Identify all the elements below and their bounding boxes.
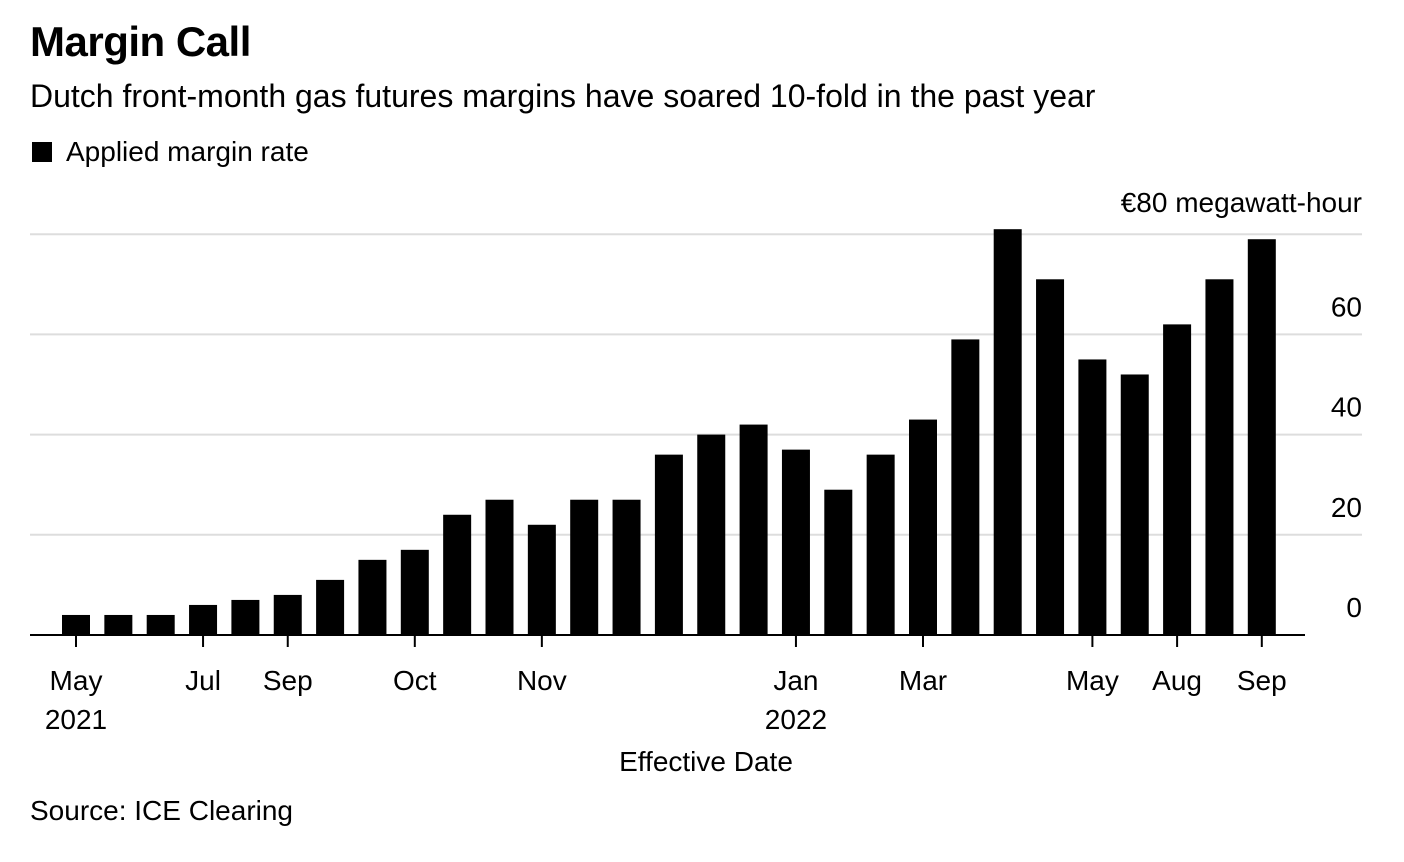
bar <box>570 499 599 635</box>
x-axis-title: Effective Date <box>619 746 793 777</box>
bar <box>781 449 810 635</box>
source-note: Source: ICE Clearing <box>30 795 294 826</box>
bar <box>1247 239 1276 635</box>
bar <box>612 499 641 635</box>
bar <box>231 599 260 635</box>
bar <box>866 454 895 635</box>
bar <box>316 579 345 635</box>
x-tick-label: Nov <box>517 665 567 696</box>
bar <box>1078 359 1107 635</box>
x-tick-year-label: 2021 <box>45 704 107 735</box>
y-tick-label: 0 <box>1346 592 1362 623</box>
x-tick-label: Sep <box>1237 665 1287 696</box>
chart-title: Margin Call <box>30 18 251 65</box>
legend-label: Applied margin rate <box>66 136 309 167</box>
bar <box>358 559 387 635</box>
x-tick-year-label: 2022 <box>765 704 827 735</box>
x-tick-label: Jul <box>185 665 221 696</box>
bar <box>189 604 218 635</box>
bar <box>739 424 768 635</box>
bar <box>654 454 683 635</box>
x-tick-label: Sep <box>263 665 313 696</box>
bar <box>400 549 429 635</box>
bar <box>1163 324 1192 635</box>
y-axis-unit-label: €80 megawatt-hour <box>1121 187 1362 218</box>
bar <box>909 419 937 635</box>
bar <box>824 489 853 635</box>
bar <box>146 614 175 635</box>
bar <box>62 614 90 635</box>
x-tick-label: May <box>1066 665 1119 696</box>
x-tick-label: Aug <box>1152 665 1202 696</box>
x-tick-label: Oct <box>393 665 437 696</box>
y-tick-label: 60 <box>1331 291 1362 322</box>
x-tick-label: Mar <box>899 665 947 696</box>
chart-subtitle: Dutch front-month gas futures margins ha… <box>30 78 1096 114</box>
bar <box>1036 279 1065 635</box>
x-tick-label: Jan <box>773 665 818 696</box>
legend-swatch <box>32 142 52 162</box>
x-tick-label: May <box>50 665 103 696</box>
bar <box>273 594 302 635</box>
bar <box>527 524 556 635</box>
y-tick-label: 20 <box>1331 492 1362 523</box>
legend: Applied margin rate <box>32 136 309 168</box>
bar <box>104 614 133 635</box>
bar <box>1120 374 1149 635</box>
y-tick-label: 40 <box>1331 392 1362 423</box>
bar <box>993 229 1022 635</box>
bar <box>443 514 472 635</box>
bar <box>485 499 514 635</box>
bar <box>1205 279 1234 635</box>
bar <box>697 434 726 635</box>
bar <box>951 339 980 635</box>
